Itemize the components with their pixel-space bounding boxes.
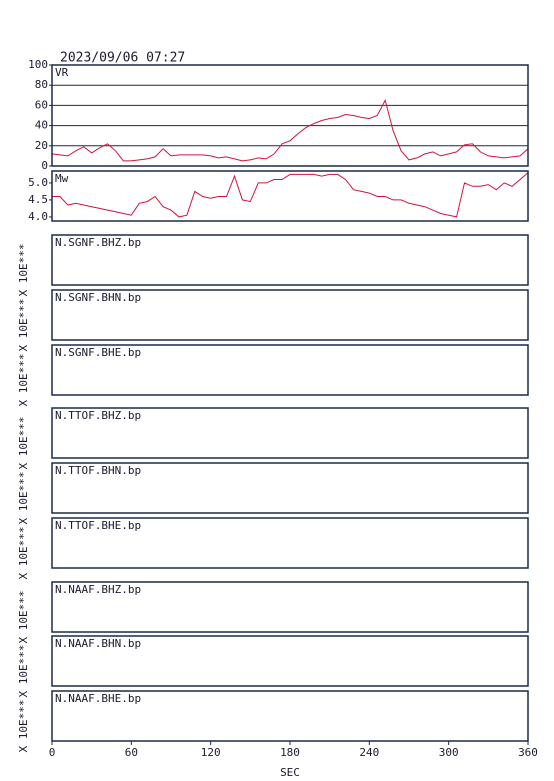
trace-unit: X 10E***	[17, 244, 30, 297]
x-tick-label: 240	[359, 746, 379, 759]
trace-frame	[51, 581, 529, 633]
x-axis-label: SEC	[280, 766, 300, 779]
trace-label: N.SGNF.BHZ.bp	[55, 236, 141, 249]
trace-unit: X 10E***	[17, 299, 30, 352]
trace-unit: X 10E***	[17, 645, 30, 698]
trace-frame	[51, 289, 529, 341]
trace-unit: X 10E***	[17, 700, 30, 753]
y-tick-label: 5.0	[28, 176, 48, 189]
x-tick-label: 360	[518, 746, 538, 759]
trace-frame	[51, 635, 529, 687]
panel-frame	[51, 170, 529, 222]
trace-unit: X 10E***	[17, 527, 30, 580]
x-tick-label: 120	[201, 746, 221, 759]
y-tick-label: 20	[35, 139, 48, 152]
y-tick-label: 4.0	[28, 210, 48, 223]
trace-frame	[51, 234, 529, 286]
series-name: VR	[55, 66, 69, 79]
trace-label: N.TTOF.BHN.bp	[55, 464, 141, 477]
trace-unit: X 10E***	[17, 417, 30, 470]
y-tick-label: 4.5	[28, 193, 48, 206]
y-tick-label: 0	[41, 159, 48, 172]
figure-title: 2023/09/06 07:27	[60, 51, 185, 66]
y-tick-label: 80	[35, 78, 48, 91]
trace-frame	[51, 462, 529, 514]
trace-label: N.SGNF.BHE.bp	[55, 346, 141, 359]
y-tick-label: 60	[35, 98, 48, 111]
trace-label: N.NAAF.BHE.bp	[55, 692, 141, 705]
x-tick-label: 60	[125, 746, 138, 759]
trace-label: N.SGNF.BHN.bp	[55, 291, 141, 304]
x-tick-label: 0	[49, 746, 56, 759]
series-name: Mw	[55, 172, 69, 185]
trace-frame	[51, 517, 529, 569]
trace-frame	[51, 344, 529, 396]
y-tick-label: 40	[35, 119, 48, 132]
series-line	[52, 172, 529, 218]
trace-label: N.NAAF.BHZ.bp	[55, 583, 141, 596]
trace-label: N.TTOF.BHZ.bp	[55, 409, 141, 422]
x-tick-label: 180	[280, 746, 300, 759]
trace-label: N.NAAF.BHN.bp	[55, 637, 141, 650]
trace-frame	[51, 407, 529, 459]
y-tick-label: 100	[28, 58, 48, 71]
trace-unit: X 10E***	[17, 354, 30, 407]
trace-label: N.TTOF.BHE.bp	[55, 519, 141, 532]
x-tick-label: 300	[439, 746, 459, 759]
panel-frame	[51, 64, 529, 167]
trace-unit: X 10E***	[17, 591, 30, 644]
trace-unit: X 10E***	[17, 472, 30, 525]
series-line	[51, 98, 529, 162]
